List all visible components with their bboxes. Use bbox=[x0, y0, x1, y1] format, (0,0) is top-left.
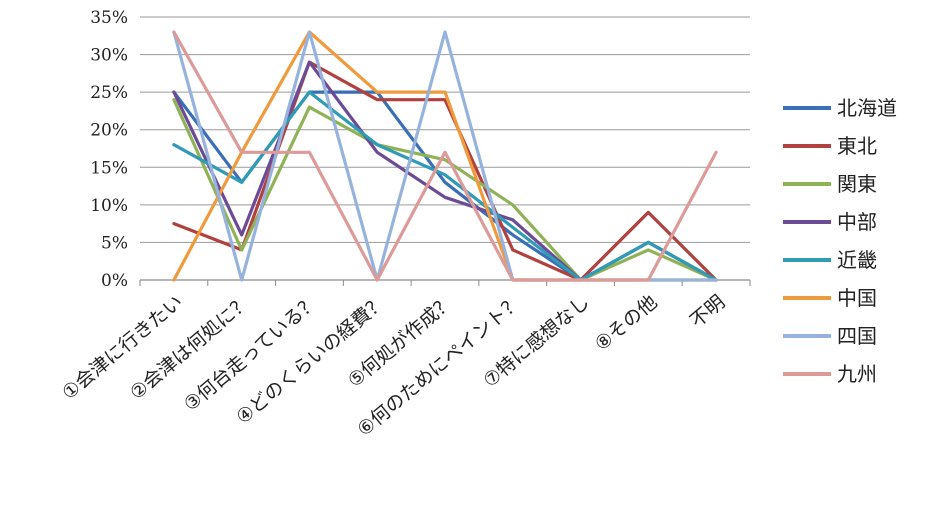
y-tick-label: 5% bbox=[101, 233, 128, 253]
y-tick-label: 25% bbox=[90, 83, 128, 103]
y-tick-label: 0% bbox=[101, 271, 128, 291]
legend-label: 北海道 bbox=[837, 96, 897, 120]
x-category-label: 不明 bbox=[686, 291, 729, 332]
y-tick-label: 10% bbox=[90, 196, 128, 216]
legend-label: 近畿 bbox=[837, 248, 877, 272]
legend-label: 九州 bbox=[837, 362, 877, 386]
series-line bbox=[172, 30, 718, 282]
series-line bbox=[172, 90, 718, 282]
x-category-label: ①会津に行きたい bbox=[58, 291, 187, 404]
y-tick-label: 35% bbox=[90, 8, 128, 28]
legend-label: 中部 bbox=[837, 210, 877, 234]
series-line bbox=[172, 60, 718, 282]
legend-label: 関東 bbox=[837, 172, 877, 196]
x-category-label: ⑧その他 bbox=[591, 291, 662, 355]
legend-label: 東北 bbox=[837, 134, 877, 158]
legend-label: 中国 bbox=[837, 286, 877, 310]
y-axis-ticks: 0% 5% 10% 15% 20% 25% 30% 35% bbox=[90, 8, 128, 291]
legend-label: 四国 bbox=[837, 324, 877, 348]
x-category-label: ②会津は何処に？ bbox=[126, 291, 255, 404]
y-tick-label: 30% bbox=[90, 46, 128, 66]
series-lines bbox=[172, 30, 718, 282]
series-line bbox=[172, 90, 718, 282]
x-axis: ①会津に行きたい②会津は何処に？③何台走っている？④どのくらいの経費？⑤何処が作… bbox=[58, 279, 751, 441]
y-tick-label: 20% bbox=[90, 121, 128, 141]
y-tick-label: 15% bbox=[90, 158, 128, 178]
